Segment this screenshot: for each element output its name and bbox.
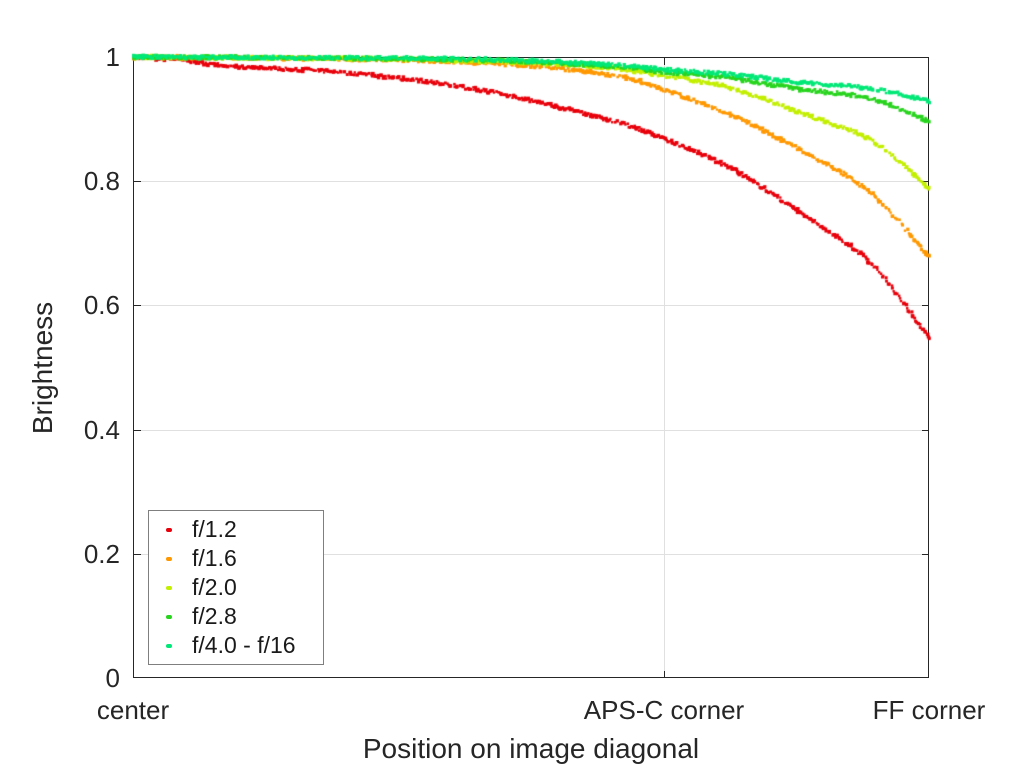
legend-item: f/1.2 (149, 517, 323, 542)
legend-item: f/1.6 (149, 546, 323, 571)
legend-label: f/1.6 (192, 545, 237, 571)
legend-marker-dot-icon (166, 614, 172, 619)
legend-marker-dot-icon (166, 643, 172, 648)
legend-label: f/4.0 - f/16 (192, 632, 296, 658)
legend-label: f/2.8 (192, 603, 237, 629)
legend-marker-dot-icon (166, 556, 172, 561)
legend-marker-dot-icon (166, 527, 172, 532)
legend-marker-dot-icon (166, 585, 172, 590)
legend-item: f/2.0 (149, 575, 323, 600)
legend-item: f/4.0 - f/16 (149, 633, 323, 658)
legend: f/1.2 f/1.6 f/2.0 f/2.8 f/4.0 - f/16 (148, 510, 324, 665)
legend-item: f/2.8 (149, 604, 323, 629)
legend-label: f/1.2 (192, 516, 237, 542)
legend-label: f/2.0 (192, 574, 237, 600)
